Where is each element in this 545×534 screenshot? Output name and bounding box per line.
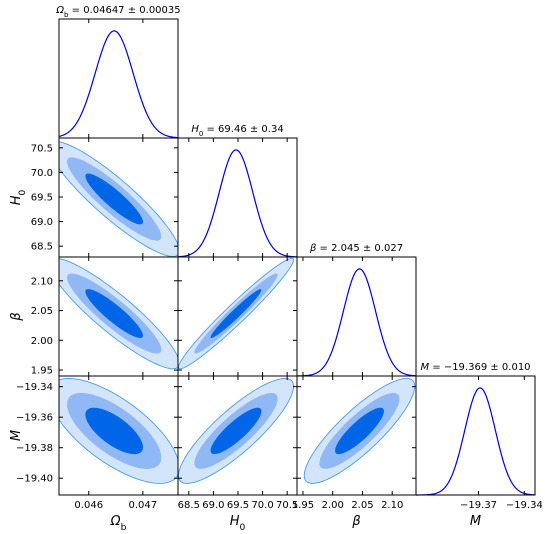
contour-1σ [210, 407, 262, 455]
panel-title-H0: H0 = 69.46 ± 0.34 [191, 124, 283, 138]
panel-frame [296, 375, 417, 496]
y-tick-label-H0: 69.0 [31, 217, 53, 228]
y-tick-label-M: −19.36 [16, 413, 53, 424]
panel-title-M: M = −19.369 ± 0.010 [420, 362, 530, 373]
pdf-curve-Ob [58, 30, 179, 139]
y-axis-label-H0: H0 [9, 190, 28, 206]
x-axis-label-Ob: Ωb [110, 514, 127, 533]
pdf-curve-beta [297, 268, 417, 377]
x-tick-label-beta: 2.10 [381, 500, 403, 511]
diag-panel-M: M = −19.369 ± 0.010 [415, 362, 536, 496]
y-tick-label-H0: 69.5 [31, 193, 53, 204]
y-tick-label-H0: 70.5 [31, 143, 53, 154]
x-axis-label-M: M [470, 514, 481, 529]
y-axis-label-M: M [9, 430, 24, 441]
panel-frame [58, 18, 179, 139]
x-tick-label-Ob: 0.046 [74, 500, 103, 511]
x-tick-label-H0: 69.5 [227, 500, 249, 511]
x-tick-label-beta: 2.00 [322, 500, 344, 511]
y-tick-label-beta: 2.10 [31, 276, 53, 287]
panel-title-beta: β = 2.045 ± 0.027 [309, 243, 403, 254]
y-axis-label-beta: β [9, 312, 24, 321]
contour-1σ [85, 289, 143, 338]
pdf-curve-H0 [177, 149, 298, 258]
x-tick-label-M: −19.37 [460, 500, 497, 511]
y-axis-label-group: M [9, 430, 24, 441]
y-tick-label-M: −19.34 [16, 382, 53, 393]
y-tick-label-beta: 2.00 [31, 336, 53, 347]
x-axis-label-beta: β [351, 514, 360, 529]
contour-1σ [85, 407, 143, 455]
panel-frame [296, 256, 417, 377]
contour-panel-H0-vs-Ob [58, 137, 179, 258]
y-tick-label-M: −19.38 [16, 443, 53, 454]
pdf-curve-M [416, 387, 536, 496]
contour-panel-beta-vs-Ob [58, 256, 179, 377]
contour-1σ [85, 173, 143, 225]
y-tick-label-beta: 2.05 [31, 306, 53, 317]
x-tick-label-H0: 69.0 [202, 500, 224, 511]
contour-panel-M-vs-H0 [177, 375, 298, 496]
y-axis-label-group: H0 [9, 190, 28, 206]
y-tick-label-M: −19.40 [16, 474, 53, 485]
contour-1σ [335, 407, 384, 455]
y-tick-label-beta: 1.95 [31, 366, 53, 377]
contour-panel-M-vs-Ob [58, 375, 179, 496]
y-axis-label-group: β [9, 312, 24, 321]
diag-panel-beta: β = 2.045 ± 0.027 [296, 243, 417, 377]
x-axis-label-H0: H0 [230, 514, 246, 533]
y-tick-label-H0: 70.0 [31, 168, 53, 179]
panel-title-Ob: Ωb = 0.04647 ± 0.00035 [55, 5, 180, 19]
contour-1σ [210, 289, 262, 338]
x-tick-label-H0: 68.5 [178, 500, 200, 511]
contour-panel-M-vs-beta [296, 375, 417, 496]
x-tick-label-H0: 70.5 [276, 500, 298, 511]
diag-panel-H0: H0 = 69.46 ± 0.34 [177, 124, 298, 258]
contour-panel-beta-vs-H0 [177, 256, 298, 377]
panel-frame [177, 137, 298, 258]
y-tick-label-H0: 68.5 [31, 242, 53, 253]
x-tick-label-beta: 1.95 [292, 500, 314, 511]
x-tick-label-beta: 2.05 [351, 500, 373, 511]
x-tick-label-H0: 70.0 [251, 500, 273, 511]
x-tick-label-M: −19.34 [506, 500, 543, 511]
x-tick-label-Ob: 0.047 [129, 500, 158, 511]
diag-panel-Ob: Ωb = 0.04647 ± 0.00035 [55, 5, 181, 139]
